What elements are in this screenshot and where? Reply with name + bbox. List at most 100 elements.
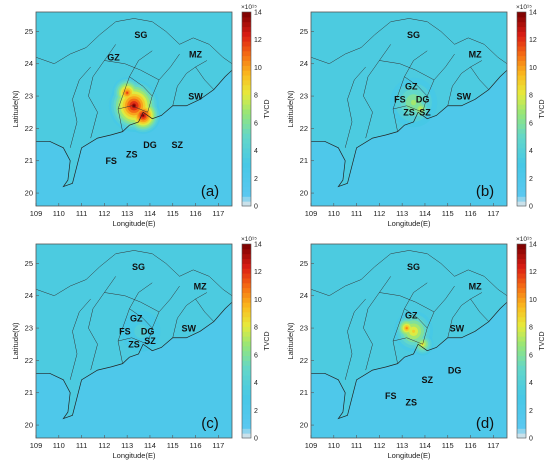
x-tick-label: 110 <box>53 441 65 450</box>
region-label: SW <box>450 323 465 333</box>
colorbar-segment <box>242 16 251 23</box>
colorbar-segment <box>242 389 251 395</box>
x-tick-label: 113 <box>396 441 408 450</box>
x-tick-label: 112 <box>98 209 110 218</box>
ocean-field <box>36 70 232 206</box>
x-tick-label: 112 <box>98 441 110 450</box>
colorbar-exponent: ×10¹⁵ <box>516 236 532 243</box>
region-label: DG <box>141 327 155 337</box>
colorbar-segment <box>517 162 526 168</box>
colorbar-segment <box>517 316 526 323</box>
x-axis-label: Longitude(E) <box>113 451 156 460</box>
colorbar-segment <box>242 181 251 188</box>
y-tick-label: 22 <box>300 124 308 133</box>
colorbar-segment <box>242 99 251 105</box>
colorbar-segment <box>242 109 251 115</box>
plot-area <box>36 12 232 206</box>
colorbar-segment <box>517 248 526 255</box>
y-tick-label: 22 <box>25 124 33 133</box>
colorbar-segment <box>517 109 526 115</box>
colorbar-segment <box>242 45 251 52</box>
colorbar-segment <box>242 79 251 86</box>
y-tick-label: 24 <box>25 291 33 300</box>
colorbar-segment <box>242 399 251 405</box>
x-tick-label: 115 <box>442 209 454 218</box>
y-axis-label: Latitude(N) <box>11 322 20 360</box>
colorbar-segment <box>517 268 526 274</box>
y-axis-label: Latitude(N) <box>286 90 295 128</box>
region-border <box>344 66 366 148</box>
y-tick-label: 20 <box>25 421 33 430</box>
region-border <box>195 298 214 322</box>
colorbar-tick-label: 2 <box>254 408 258 415</box>
colorbar-segment <box>517 12 526 18</box>
region-label: SZ <box>421 375 433 385</box>
colorbar-segment <box>242 133 251 139</box>
colorbar-segment <box>242 345 251 352</box>
colorbar-segment <box>517 152 526 158</box>
colorbar-segment <box>517 26 526 32</box>
x-tick-label: 116 <box>190 441 202 450</box>
region-border <box>447 292 483 338</box>
colorbar-segment <box>242 268 251 274</box>
colorbar-segment <box>242 12 251 18</box>
colorbar-segment <box>517 65 526 71</box>
region-border <box>36 250 232 297</box>
concentration-band <box>126 92 128 94</box>
colorbar-segment <box>242 282 251 289</box>
plot-frame <box>310 243 508 439</box>
colorbar-segment <box>242 374 251 381</box>
colorbar-tick-label: 0 <box>254 436 258 443</box>
colorbar-segment <box>242 172 251 178</box>
x-tick-label: 117 <box>487 441 499 450</box>
colorbar-segment <box>517 423 526 429</box>
colorbar-tick-label: 6 <box>254 352 258 359</box>
y-tick-label: 23 <box>300 92 308 101</box>
region-border <box>404 308 428 329</box>
ocean-field <box>311 302 507 438</box>
colorbar-segment <box>242 413 251 420</box>
colorbar-segment <box>242 321 251 327</box>
colorbar-tick-label: 14 <box>254 242 262 249</box>
colorbar-segment <box>517 292 526 298</box>
region-label: SZ <box>419 107 431 117</box>
region-label: ZS <box>406 398 418 408</box>
colorbar-segment <box>517 345 526 352</box>
region-label: GZ <box>130 314 143 324</box>
colorbar-exponent: ×10¹⁵ <box>241 236 257 243</box>
region-label: GZ <box>405 82 418 92</box>
region-label: DG <box>143 140 157 150</box>
region-border <box>404 76 428 97</box>
colorbar-tick-label: 6 <box>529 120 533 127</box>
region-border <box>447 60 483 106</box>
colorbar-segment <box>517 84 526 91</box>
colorbar-segment <box>517 355 526 361</box>
colorbar-segment <box>517 282 526 289</box>
colorbar-segment <box>517 138 526 144</box>
colorbar-segment <box>517 418 526 424</box>
colorbar-segment <box>242 433 251 439</box>
region-border <box>172 292 208 338</box>
colorbar-segment <box>517 196 526 202</box>
colorbar-segment <box>517 258 526 264</box>
x-tick-label: 113 <box>121 209 133 218</box>
y-axis-label: Latitude(N) <box>11 90 20 128</box>
colorbar-tick-label: 0 <box>529 204 533 211</box>
map-panel: 109 110 111 112 113 114 115 116 117202122232425L… <box>11 4 271 228</box>
colorbar-segment <box>517 104 526 110</box>
colorbar-segment <box>517 277 526 284</box>
colorbar-segment <box>242 273 251 279</box>
colorbar-segment <box>242 104 251 110</box>
colorbar-segment <box>242 147 251 154</box>
region-border <box>379 60 435 81</box>
ocean-field <box>36 302 232 438</box>
colorbar-segment <box>242 50 251 57</box>
region-border <box>392 337 423 345</box>
ocean-field <box>311 70 507 206</box>
colorbar-segment <box>517 253 526 260</box>
x-tick-label: 110 <box>328 209 340 218</box>
x-tick-label: 114 <box>419 209 431 218</box>
colorbar-segment <box>242 292 251 298</box>
colorbar-segment <box>517 201 526 207</box>
